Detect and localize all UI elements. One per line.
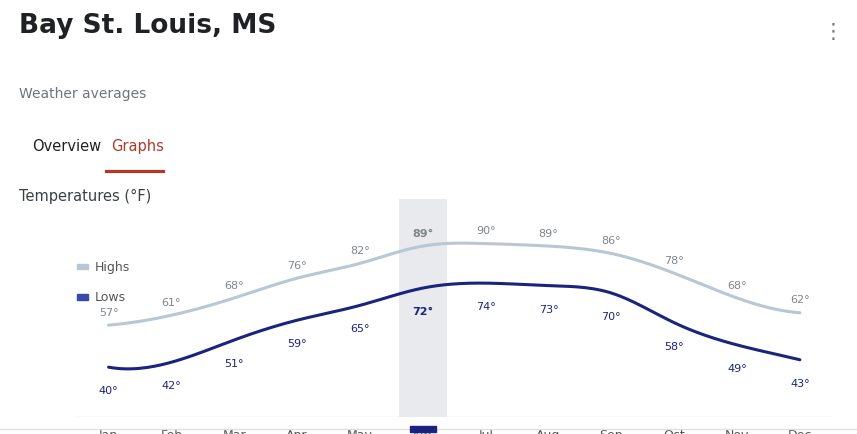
Text: 74°: 74° bbox=[476, 302, 495, 312]
Text: Lows: Lows bbox=[95, 291, 126, 304]
Text: 51°: 51° bbox=[225, 358, 244, 368]
Text: 65°: 65° bbox=[351, 324, 369, 334]
Text: 43°: 43° bbox=[790, 378, 810, 388]
Text: Graphs: Graphs bbox=[111, 139, 165, 154]
Text: 73°: 73° bbox=[539, 304, 558, 314]
Text: 58°: 58° bbox=[664, 341, 684, 351]
Text: 62°: 62° bbox=[790, 295, 810, 305]
Text: Weather averages: Weather averages bbox=[19, 87, 146, 101]
Text: Overview: Overview bbox=[33, 139, 102, 154]
Text: 89°: 89° bbox=[538, 228, 559, 238]
Text: 72°: 72° bbox=[412, 306, 434, 316]
Text: 68°: 68° bbox=[728, 280, 746, 290]
Text: ⋮: ⋮ bbox=[823, 22, 843, 42]
Text: 70°: 70° bbox=[602, 311, 621, 321]
Text: 89°: 89° bbox=[412, 228, 434, 238]
Text: 90°: 90° bbox=[476, 226, 495, 236]
Text: Bay St. Louis, MS: Bay St. Louis, MS bbox=[19, 13, 276, 39]
Text: 82°: 82° bbox=[350, 246, 370, 256]
Text: 49°: 49° bbox=[727, 363, 747, 373]
Text: 61°: 61° bbox=[162, 297, 181, 307]
Text: 40°: 40° bbox=[99, 385, 118, 395]
Bar bbox=[399, 200, 446, 417]
Text: 59°: 59° bbox=[287, 339, 307, 349]
Text: 86°: 86° bbox=[602, 236, 621, 246]
Text: 57°: 57° bbox=[99, 307, 118, 317]
Text: 76°: 76° bbox=[287, 260, 307, 270]
Text: Highs: Highs bbox=[95, 260, 130, 273]
Text: Temperatures (°F): Temperatures (°F) bbox=[19, 189, 151, 204]
Text: 42°: 42° bbox=[161, 381, 182, 390]
Text: 78°: 78° bbox=[664, 255, 684, 265]
Text: 68°: 68° bbox=[225, 280, 244, 290]
